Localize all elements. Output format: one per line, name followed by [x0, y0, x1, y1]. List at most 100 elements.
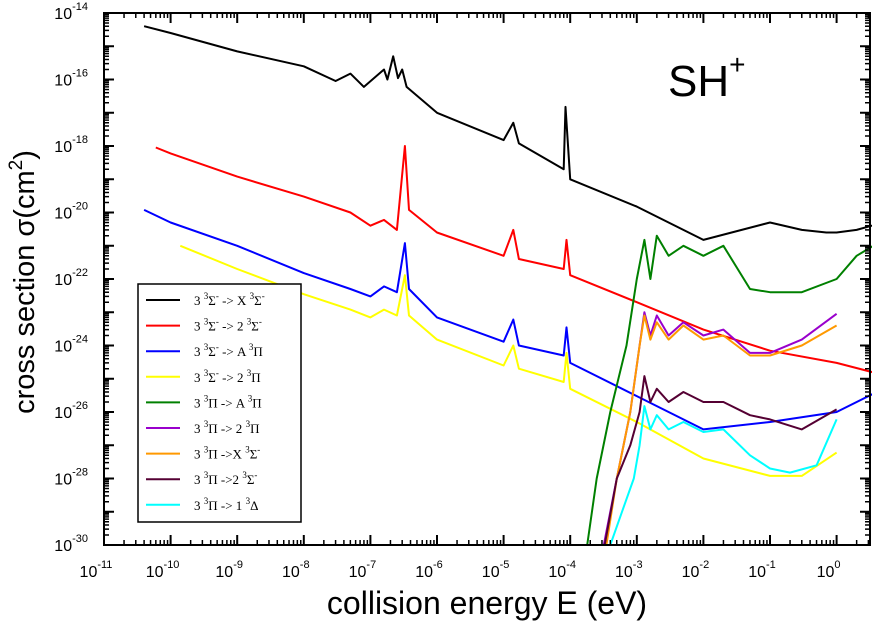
x-tick-base: 10: [482, 564, 500, 581]
legend-label-part: Π ->X: [208, 447, 245, 462]
y-tick-base: 10: [54, 73, 72, 90]
y-tick-exp: -18: [72, 134, 88, 146]
y-tick-label: 10-30: [54, 533, 88, 555]
y-tick-exp: -16: [72, 68, 88, 80]
legend-label-part: 3: [245, 445, 250, 455]
legend-label: 3 3Π -> 2 3Π: [194, 419, 259, 436]
x-tick-base: 10: [615, 564, 633, 581]
legend-label-part: Π: [253, 344, 262, 359]
legend-label-part: 3: [246, 419, 251, 429]
legend-label-part: 3: [204, 342, 209, 352]
y-axis-label-sup: 2: [6, 160, 27, 171]
y-tick-exp: -28: [72, 467, 88, 479]
y-tick-exp: -20: [72, 201, 88, 213]
x-tick-base: 10: [80, 564, 98, 581]
x-tick-label: 10-6: [415, 559, 443, 581]
y-tick-base: 10: [54, 339, 72, 356]
x-tick-base: 10: [548, 564, 566, 581]
y-tick-base: 10: [54, 6, 72, 23]
legend-label-part: 3: [194, 447, 204, 462]
legend-label-part: Π ->2: [208, 472, 242, 487]
legend-label-part: -> X: [219, 293, 250, 308]
x-tick-exp: -4: [566, 559, 576, 571]
legend-label: 3 3Σ- -> A 3Π: [194, 342, 263, 359]
y-tick-label: 10-28: [54, 467, 88, 489]
x-tick-exp: -2: [699, 559, 709, 571]
legend-label-part: Σ: [254, 293, 262, 308]
legend-label-part: Π: [251, 370, 260, 385]
y-tick-base: 10: [54, 472, 72, 489]
y-tick-label: 10-20: [54, 201, 88, 223]
legend-label: 3 3Σ- -> 2 3Σ-: [194, 317, 262, 334]
x-tick-label: 10-3: [615, 559, 643, 581]
series-line-5: [586, 234, 872, 545]
x-tick-label: 10-8: [282, 559, 310, 581]
legend-label-part: 3: [204, 445, 209, 455]
series-line-4: [179, 244, 838, 477]
legend-label-part: 3: [194, 319, 204, 334]
x-tick-base: 10: [215, 564, 233, 581]
x-tick-exp: -10: [164, 559, 180, 571]
y-tick-label: 10-16: [54, 68, 88, 90]
x-tick-base: 10: [349, 564, 367, 581]
x-tick-label: 10-1: [748, 559, 776, 581]
y-axis-label-main: cross section σ(cm: [9, 170, 41, 414]
x-tick-base: 10: [415, 564, 433, 581]
legend-label-part: -: [254, 470, 257, 480]
labels-layer: 10-11 10-10 10-9 10-8 10-7 10-6 10-5 10-4 10-3 10…: [54, 1, 840, 581]
legend-label-part: -: [259, 317, 262, 327]
legend-label-part: 3: [248, 393, 253, 403]
legend-label-part: 3: [204, 496, 209, 506]
y-tick-base: 10: [54, 272, 72, 289]
y-tick-label: 10-26: [54, 400, 88, 422]
x-tick-exp: -1: [766, 559, 776, 571]
x-tick-exp: -7: [366, 559, 376, 571]
legend-label: 3 3Π ->2 3Σ-: [194, 470, 257, 487]
ticks-layer: [103, 12, 870, 546]
legend-label-part: Π -> A: [208, 395, 247, 410]
y-axis-label-close: ): [9, 150, 41, 160]
x-tick-base: 10: [282, 564, 300, 581]
legend-label-part: -> 2: [219, 319, 247, 334]
legend-label-part: 3: [249, 342, 254, 352]
series-layer: [143, 25, 872, 545]
y-tick-base: 10: [54, 139, 72, 156]
chart-annotation: SH+: [668, 49, 745, 106]
y-axis-label: cross section σ(cm2): [6, 150, 41, 414]
y-tick-base: 10: [54, 538, 72, 555]
y-tick-exp: -24: [72, 334, 88, 346]
legend-label-part: 3: [194, 293, 204, 308]
legend-label-part: 3: [250, 291, 255, 301]
legend-label-part: -> 2: [219, 370, 247, 385]
x-tick-label: 10-2: [682, 559, 710, 581]
legend-label-part: 3: [204, 419, 209, 429]
legend-label-part: 3: [247, 317, 252, 327]
legend-label-part: -: [216, 342, 219, 352]
x-tick-exp: -8: [300, 559, 310, 571]
legend-label-part: 3: [246, 496, 251, 506]
legend-label-part: Σ: [208, 293, 216, 308]
x-tick-label: 10-5: [482, 559, 510, 581]
legend-label-part: Π -> 1: [208, 498, 245, 513]
x-tick-label: 10-7: [349, 559, 377, 581]
x-tick-base: 10: [146, 564, 164, 581]
legend-label-part: 3: [204, 291, 209, 301]
legend-label-part: Σ: [208, 370, 216, 385]
legend-label-part: 3: [194, 421, 204, 436]
legend-label-part: 3: [204, 393, 209, 403]
x-tick-label: 10-4: [548, 559, 576, 581]
x-tick-exp: -9: [233, 559, 243, 571]
legend-label: 3 3Σ- -> 2 3Π: [194, 368, 261, 385]
series-line-9: [609, 405, 838, 545]
legend-label: 3 3Π ->X 3Σ-: [194, 445, 260, 462]
x-tick-exp: -6: [433, 559, 443, 571]
legend-label-part: Σ: [250, 447, 258, 462]
legend-label-part: Π: [252, 395, 261, 410]
legend-label-part: Σ: [208, 319, 216, 334]
x-tick-exp: -11: [97, 559, 112, 571]
legend-label-part: 3: [204, 317, 209, 327]
y-tick-base: 10: [54, 405, 72, 422]
x-tick-base: 10: [682, 564, 700, 581]
x-tick-exp: -5: [500, 559, 510, 571]
